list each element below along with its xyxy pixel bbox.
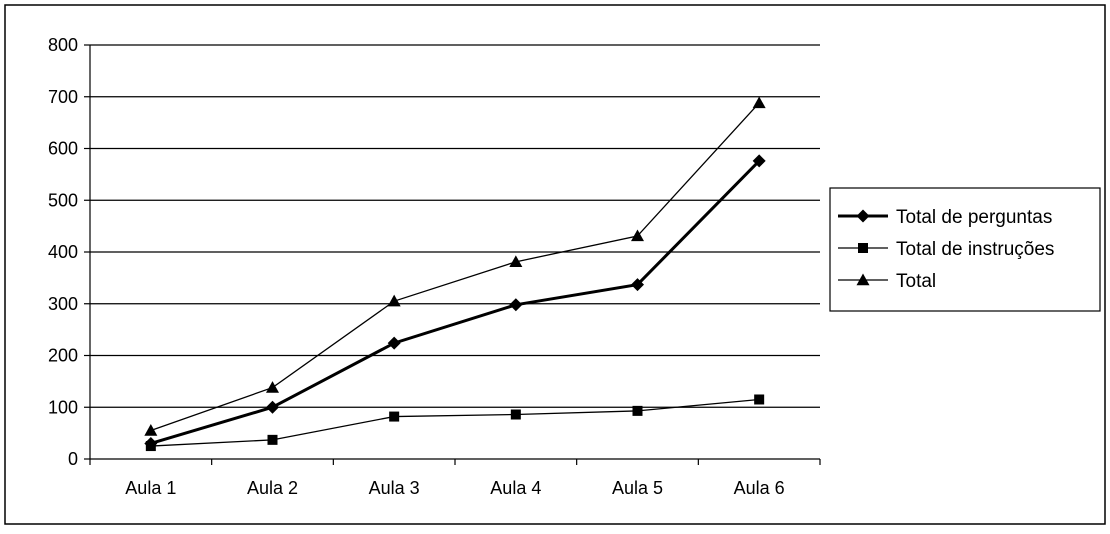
series-line (150, 398, 760, 447)
x-tick-label: Aula 6 (734, 478, 785, 498)
y-tick-label: 800 (48, 35, 78, 55)
gridlines (90, 44, 820, 408)
y-tick-label: 300 (48, 294, 78, 314)
series-2 (145, 394, 765, 452)
legend-marker (856, 209, 870, 223)
x-tick-label: Aula 1 (125, 478, 176, 498)
series-lines (144, 96, 766, 452)
axes: 0 100 200 300 400 500 600 700 800 Aula 1 Aula 2 Aul… (48, 35, 821, 498)
data-point-diamond (509, 298, 523, 312)
x-tick-label: Aula 5 (612, 478, 663, 498)
data-point-triangle (631, 229, 644, 242)
data-point-square (145, 441, 156, 452)
y-tick-label: 200 (48, 346, 78, 366)
y-tick-label: 100 (48, 397, 78, 417)
data-point-triangle (144, 424, 158, 436)
data-point-diamond (752, 154, 766, 168)
legend-marker (856, 273, 870, 286)
series-line (150, 102, 760, 432)
y-tick-label: 500 (48, 190, 78, 210)
legend-box (829, 187, 1101, 312)
data-point-triangle (509, 255, 523, 268)
x-tick-label: Aula 4 (490, 478, 541, 498)
y-tick-label: 700 (48, 87, 78, 107)
data-point-triangle (266, 381, 279, 393)
data-point-triangle (752, 96, 766, 109)
data-point-diamond (266, 400, 279, 414)
data-point-square (389, 411, 400, 422)
y-tick-label: 0 (68, 449, 78, 469)
series-line (150, 159, 761, 445)
y-tick-label: 600 (48, 139, 78, 159)
data-point-diamond (631, 278, 644, 292)
y-tick-label: 400 (48, 242, 78, 262)
legend-label: Total (896, 271, 936, 292)
data-point-square (510, 409, 521, 420)
data-point-diamond (387, 336, 401, 350)
data-point-square (632, 405, 643, 416)
legend-marker (858, 243, 868, 253)
series-3 (144, 96, 766, 436)
data-point-triangle (387, 294, 401, 307)
legend-item: Total de perguntas (838, 207, 1052, 228)
legend-label: Total de perguntas (896, 207, 1052, 228)
data-point-square (267, 434, 278, 445)
x-tick-label: Aula 3 (369, 478, 420, 498)
data-point-square (754, 394, 765, 405)
legend-label: Total de instruções (896, 239, 1054, 260)
legend-item: Total (838, 271, 936, 292)
legend-item: Total de instruções (838, 239, 1054, 260)
legend: Total de perguntas Total de instruções Tot… (829, 187, 1101, 312)
x-tick-label: Aula 2 (247, 478, 298, 498)
